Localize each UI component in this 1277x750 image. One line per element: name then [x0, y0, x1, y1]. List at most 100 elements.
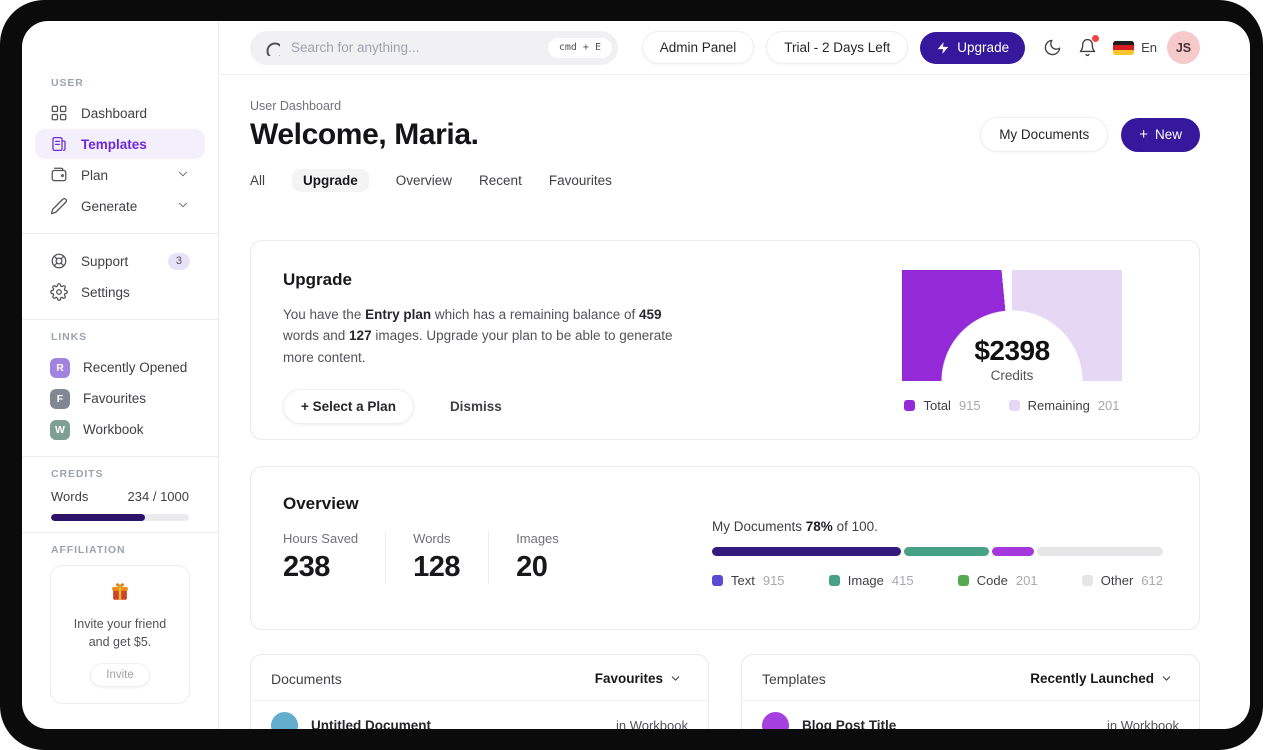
legend-item-image: Image 415 — [828, 573, 914, 588]
credits-gauge-chart: $2398 Credits — [902, 270, 1122, 383]
admin-panel-button[interactable]: Admin Panel — [641, 31, 755, 64]
sidebar-item-dashboard[interactable]: Dashboard — [35, 98, 205, 128]
upgrade-button[interactable]: Upgrade — [920, 31, 1026, 64]
plus-icon: + — [1139, 126, 1148, 143]
tab-favourites[interactable]: Favourites — [548, 173, 612, 188]
sidebar-item-label: Support — [81, 253, 129, 269]
notifications-button[interactable] — [1078, 35, 1100, 57]
sidebar-nav-user: Dashboard Templates Plan Generate — [35, 98, 205, 221]
upgrade-card-left: Upgrade You have the Entry plan which ha… — [283, 270, 701, 424]
legend-value: 915 — [762, 573, 785, 588]
user-avatar[interactable]: JS — [1167, 31, 1200, 64]
documents-card: Documents Favourites Untitled Document i… — [250, 654, 709, 729]
page-content: User Dashboard Welcome, Maria. My Docume… — [219, 75, 1250, 729]
legend-label: Code — [976, 573, 1008, 588]
page-title: Welcome, Maria. — [250, 117, 479, 151]
sidebar-section-links: LINKS — [51, 331, 87, 343]
affiliation-text: Invite your friend and get $5. — [73, 617, 167, 650]
dismiss-button[interactable]: Dismiss — [444, 398, 508, 415]
credits-gauge-block: $2398 Credits Total 915 Remaining 201 — [865, 270, 1167, 416]
chevron-down-icon — [179, 171, 187, 176]
legend-label: Image — [847, 573, 884, 588]
bar-segment-image — [903, 547, 990, 556]
stat-label: Words — [413, 531, 451, 546]
item-avatar — [271, 712, 298, 729]
affiliation-card: Invite your friend and get $5. Invite — [50, 565, 190, 705]
tab-overview[interactable]: Overview — [395, 173, 453, 188]
overview-card-left: Overview Hours Saved 238 Words 128 Images … — [283, 494, 619, 603]
stacked-bar-chart — [712, 547, 1163, 556]
overview-card: Overview Hours Saved 238 Words 128 Images … — [250, 466, 1200, 630]
sidebar-nav-secondary: Support 3 Settings — [35, 246, 205, 307]
overview-card-title: Overview — [283, 494, 359, 513]
sidebar-item-plan[interactable]: Plan — [35, 160, 205, 190]
legend-item-text: Text 915 — [712, 573, 785, 588]
list-item[interactable]: Untitled Document in Workbook — [251, 701, 708, 729]
app-window: USER Dashboard Templates Plan Generate Supp… — [22, 21, 1250, 729]
legend-swatch — [712, 575, 723, 586]
lifebuoy-icon — [51, 253, 67, 269]
stat-label: Hours Saved — [283, 531, 359, 546]
sidebar-link-favourites[interactable]: F Favourites — [35, 383, 205, 414]
tab-recent[interactable]: Recent — [479, 173, 522, 188]
link-label: Recently Opened — [83, 360, 188, 375]
chevron-down-icon — [179, 202, 187, 207]
legend-swatch — [957, 575, 969, 586]
templates-card: Templates Recently Launched Blog Post Ti… — [741, 654, 1200, 729]
lightning-icon — [938, 41, 949, 54]
legend-value: 415 — [891, 573, 914, 588]
item-title: Untitled Document — [311, 718, 431, 729]
new-button[interactable]: + New — [1121, 117, 1200, 152]
gear-icon — [50, 283, 68, 301]
search-input[interactable] — [289, 39, 539, 56]
my-documents-button[interactable]: My Documents — [980, 117, 1109, 152]
notification-dot — [1092, 35, 1100, 42]
stat-value: 238 — [283, 551, 330, 583]
tab-upgrade[interactable]: Upgrade — [292, 169, 369, 192]
stat-words: Words 128 — [413, 531, 490, 584]
expand-control[interactable] — [176, 167, 190, 184]
bar-segment-text — [712, 547, 901, 556]
main-area: cmd + E Admin Panel Trial - 2 Days Left … — [219, 21, 1250, 729]
sidebar-item-generate[interactable]: Generate — [35, 191, 205, 221]
select-plan-button[interactable]: + Select a Plan — [283, 388, 414, 424]
upgrade-card-body: You have the Entry plan which has a rema… — [283, 307, 673, 365]
upgrade-card: Upgrade You have the Entry plan which ha… — [250, 240, 1200, 440]
sidebar-item-support[interactable]: Support 3 — [35, 246, 205, 276]
stat-images: Images 20 — [516, 531, 592, 584]
sidebar-item-label: Settings — [81, 284, 130, 300]
stats-row: Hours Saved 238 Words 128 Images 20 — [283, 531, 619, 584]
divider — [22, 532, 218, 533]
divider — [22, 456, 218, 457]
sidebar-link-workbook[interactable]: W Workbook — [35, 414, 205, 445]
list-item[interactable]: Blog Post Title in Workbook — [742, 701, 1199, 729]
legend-label: Text — [731, 573, 755, 588]
credits-value: 234 / 1000 — [127, 489, 189, 504]
sidebar-item-label: Plan — [81, 167, 109, 183]
trial-button[interactable]: Trial - 2 Days Left — [766, 31, 909, 64]
templates-filter-dropdown[interactable]: Recently Launched — [1024, 670, 1179, 687]
sidebar: USER Dashboard Templates Plan Generate Supp… — [22, 21, 219, 729]
search-bar[interactable]: cmd + E — [250, 30, 618, 65]
expand-control[interactable] — [176, 198, 190, 215]
language-selector[interactable]: En — [1113, 40, 1157, 55]
sidebar-item-label: Dashboard — [81, 105, 148, 121]
sidebar-links: R Recently Opened F Favourites W Workbook — [35, 352, 205, 445]
sidebar-link-recently-opened[interactable]: R Recently Opened — [35, 352, 205, 383]
divider — [22, 319, 218, 320]
legend-swatch — [904, 400, 916, 411]
sidebar-item-settings[interactable]: Settings — [35, 277, 205, 307]
tab-all[interactable]: All — [250, 173, 266, 188]
chevron-down-icon — [671, 676, 680, 681]
documents-progress-title: My Documents 78% of 100. — [712, 519, 878, 534]
documents-filter-dropdown[interactable]: Favourites — [589, 670, 688, 687]
dark-mode-toggle[interactable] — [1043, 38, 1062, 57]
stacked-bar-legend: Text 915 Image 415 Code 201 Other 612 — [712, 573, 1163, 588]
legend-swatch — [1008, 400, 1020, 411]
gauge-label: Credits — [990, 368, 1034, 383]
invite-button[interactable]: Invite — [90, 663, 150, 688]
link-label: Workbook — [83, 422, 144, 437]
templates-card-title: Templates — [762, 670, 826, 687]
sidebar-item-label: Templates — [81, 136, 147, 152]
sidebar-item-templates[interactable]: Templates — [35, 129, 205, 159]
